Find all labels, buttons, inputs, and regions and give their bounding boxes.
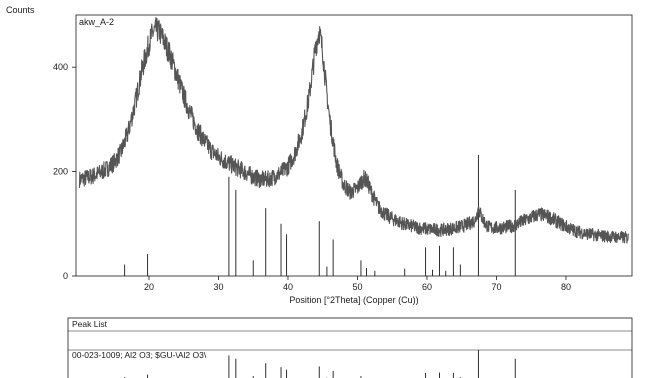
sample-label: akw_A-2 (79, 17, 114, 27)
diffraction-trace (78, 17, 629, 244)
reference-label: 00-023-1009; Al2 O3; $GU-\Al2 O3\ (72, 350, 207, 360)
x-tick-label: 30 (213, 282, 223, 292)
x-tick-label: 20 (144, 282, 154, 292)
plot-frame (75, 14, 633, 277)
y-axis-label: Counts (6, 5, 35, 15)
x-tick-label: 80 (561, 282, 571, 292)
x-ticks: 20 30 40 50 60 70 80 (144, 276, 571, 292)
x-tick-label: 70 (491, 282, 501, 292)
y-tick-label: 400 (53, 62, 68, 72)
x-tick-label: 50 (352, 282, 362, 292)
x-tick-label: 40 (283, 282, 293, 292)
x-tick-label: 60 (422, 282, 432, 292)
y-tick-label: 0 (63, 271, 68, 281)
peak-list-title: Peak List (72, 319, 108, 329)
reference-sticks (124, 154, 516, 276)
x-axis-label: Position [°2Theta] (Copper (Cu)) (289, 295, 418, 305)
peak-list-frame (67, 317, 633, 378)
y-tick-label: 200 (53, 167, 68, 177)
y-ticks: 0 200 400 (53, 62, 76, 281)
diffraction-trace-line (78, 17, 629, 244)
